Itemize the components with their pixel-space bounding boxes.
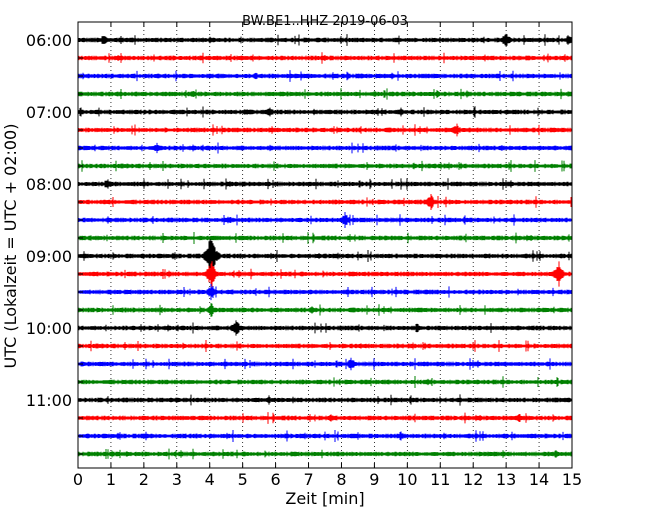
- trace-signal: [77, 232, 573, 244]
- trace-signal: [77, 340, 573, 352]
- trace-signal: [77, 261, 573, 287]
- trace-signal: [77, 412, 573, 424]
- y-tick-label: 09:00: [26, 247, 72, 266]
- trace-signal: [77, 33, 573, 47]
- trace-08:30: [77, 212, 573, 228]
- trace-10:45: [77, 376, 573, 388]
- x-tick-label: 8: [336, 470, 346, 489]
- trace-signal: [77, 448, 573, 460]
- y-tick-label: 10:00: [26, 319, 72, 338]
- x-tick-label: 3: [172, 470, 182, 489]
- trace-signal: [77, 303, 573, 317]
- x-axis-ticks: 0 1 2 3 4 5 6 7 8 9 10 11 12 13 14 15: [73, 22, 582, 489]
- trace-signal: [77, 283, 573, 301]
- x-tick-label: 14: [529, 470, 549, 489]
- trace-11:00: [77, 394, 573, 406]
- x-tick-label: 10: [397, 470, 417, 489]
- y-tick-label: 11:00: [26, 391, 72, 410]
- trace-signal: [77, 320, 573, 336]
- x-tick-label: 13: [496, 470, 516, 489]
- trace-08:00: [77, 178, 573, 190]
- trace-10:15: [77, 340, 573, 352]
- trace-09:45: [77, 303, 573, 317]
- x-tick-label: 2: [139, 470, 149, 489]
- trace-signal: [77, 357, 573, 371]
- x-tick-label: 6: [271, 470, 281, 489]
- x-tick-label: 11: [430, 470, 450, 489]
- x-tick-label: 1: [106, 470, 116, 489]
- trace-signal: [77, 106, 573, 118]
- trace-signal: [77, 239, 573, 273]
- x-tick-label: 9: [369, 470, 379, 489]
- trace-11:15: [77, 412, 573, 424]
- trace-10:30: [77, 357, 573, 371]
- trace-signal: [77, 160, 573, 172]
- trace-11:45: [77, 448, 573, 460]
- x-tick-label: 4: [205, 470, 215, 489]
- trace-06:30: [77, 70, 573, 82]
- x-axis-label: Zeit [min]: [285, 489, 364, 508]
- trace-08:15: [77, 194, 573, 210]
- trace-09:15: [77, 261, 573, 287]
- y-tick-label: 08:00: [26, 175, 72, 194]
- trace-07:30: [77, 142, 573, 154]
- x-tick-label: 0: [73, 470, 83, 489]
- x-tick-label: 15: [562, 470, 582, 489]
- trace-signal: [77, 376, 573, 388]
- plot-frame: [77, 21, 573, 469]
- trace-signal: [77, 394, 573, 406]
- trace-09:00: [77, 239, 573, 273]
- trace-signal: [77, 142, 573, 154]
- trace-07:00: [77, 106, 573, 118]
- trace-08:45: [77, 232, 573, 244]
- trace-signal: [77, 212, 573, 228]
- trace-06:45: [77, 88, 573, 100]
- trace-signal: [77, 88, 573, 100]
- trace-10:00: [77, 320, 573, 336]
- trace-signal: [77, 52, 573, 64]
- x-tick-label: 12: [463, 470, 483, 489]
- trace-06:15: [77, 52, 573, 64]
- trace-signal: [77, 194, 573, 210]
- y-axis-label: UTC (Lokalzeit = UTC + 02:00): [1, 124, 20, 369]
- trace-signal: [77, 178, 573, 190]
- trace-11:30: [77, 430, 573, 442]
- trace-07:45: [77, 160, 573, 172]
- trace-07:15: [77, 123, 573, 137]
- y-tick-label: 07:00: [26, 103, 72, 122]
- trace-signal: [77, 430, 573, 442]
- y-tick-label: 06:00: [26, 31, 72, 50]
- trace-06:00: [77, 33, 573, 47]
- x-tick-label: 5: [238, 470, 248, 489]
- trace-signal: [77, 123, 573, 137]
- x-tick-label: 7: [303, 470, 313, 489]
- trace-signal: [77, 70, 573, 82]
- trace-09:30: [77, 283, 573, 301]
- seismogram-traces: [77, 33, 573, 460]
- y-axis-ticks: 06:00 07:00 08:00 09:00 10:00 11:00: [26, 31, 83, 455]
